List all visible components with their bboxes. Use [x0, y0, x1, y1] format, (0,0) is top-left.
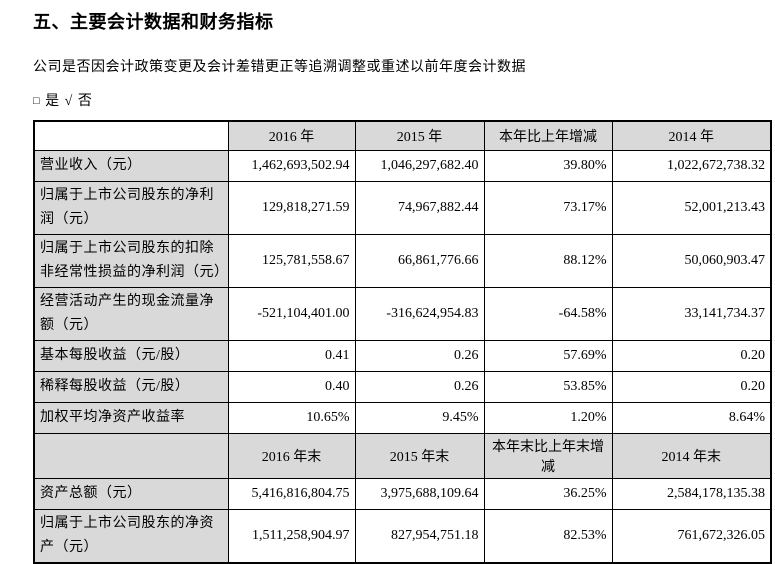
- cell-value: 129,818,271.59: [227, 180, 356, 235]
- cell-value: 8.64%: [611, 401, 772, 434]
- cell-value: 74,967,882.44: [354, 180, 485, 235]
- cell-value: 82.53%: [483, 508, 613, 563]
- table-row-weighted-avg-roe: 加权平均净资产收益率 10.65% 9.45% 1.20% 8.64%: [33, 401, 772, 434]
- cell-value: 50,060,903.47: [611, 233, 772, 288]
- cell-value: 39.80%: [483, 149, 613, 182]
- header-cell-2014-end: 2014 年末: [611, 432, 772, 479]
- header-cell-2015: 2015 年: [354, 120, 485, 151]
- table-row-net-profit: 归属于上市公司股东的净利润（元） 129,818,271.59 74,967,8…: [33, 180, 772, 235]
- cell-value: 36.25%: [483, 477, 613, 510]
- cell-value: 125,781,558.67: [227, 233, 356, 288]
- table-row-operating-cash-flow: 经营活动产生的现金流量净额（元） -521,104,401.00 -316,62…: [33, 286, 772, 341]
- cell-value: 1,462,693,502.94: [227, 149, 356, 182]
- cell-value: 10.65%: [227, 401, 356, 434]
- header-cell-yoy-change: 本年比上年增减: [483, 120, 613, 151]
- cell-value: 1.20%: [483, 401, 613, 434]
- header-cell-2016-end: 2016 年末: [227, 432, 356, 479]
- table-row-basic-eps: 基本每股收益（元/股） 0.41 0.26 57.69% 0.20: [33, 339, 772, 372]
- restatement-question: 公司是否因会计政策变更及会计差错更正等追溯调整或重述以前年度会计数据: [33, 60, 526, 75]
- cell-value: 761,672,326.05: [611, 508, 772, 563]
- header-cell-2015-end: 2015 年末: [354, 432, 485, 479]
- report-page: 五、主要会计数据和财务指标 公司是否因会计政策变更及会计差错更正等追溯调整或重述…: [33, 12, 775, 564]
- cell-value: 88.12%: [483, 233, 613, 288]
- cell-value: 0.26: [354, 339, 485, 372]
- header-cell-end-change: 本年末比上年末增减: [483, 432, 613, 479]
- table-header-annual: 2016 年 2015 年 本年比上年增减 2014 年: [33, 120, 772, 151]
- cell-value: 0.20: [611, 370, 772, 403]
- header-cell-2016: 2016 年: [227, 120, 356, 151]
- row-label: 归属于上市公司股东的扣除非经常性损益的净利润（元）: [33, 233, 229, 288]
- row-label: 加权平均净资产收益率: [33, 401, 229, 434]
- table-row-total-assets: 资产总额（元） 5,416,816,804.75 3,975,688,109.6…: [33, 477, 772, 510]
- checkmark-icon: √: [64, 94, 74, 109]
- header-cell-empty: [33, 432, 229, 479]
- row-label: 基本每股收益（元/股）: [33, 339, 229, 372]
- cell-value: 66,861,776.66: [354, 233, 485, 288]
- table-row-net-assets: 归属于上市公司股东的净资产（元） 1,511,258,904.97 827,95…: [33, 508, 772, 563]
- cell-value: 5,416,816,804.75: [227, 477, 356, 510]
- cell-value: 1,511,258,904.97: [227, 508, 356, 563]
- table-row-net-profit-excl-nonrecurring: 归属于上市公司股东的扣除非经常性损益的净利润（元） 125,781,558.67…: [33, 233, 772, 288]
- header-cell-empty: [33, 120, 229, 151]
- table-header-period-end: 2016 年末 2015 年末 本年末比上年末增减 2014 年末: [33, 432, 772, 479]
- header-cell-2014: 2014 年: [611, 120, 772, 151]
- cell-value: 0.20: [611, 339, 772, 372]
- section-title: 五、主要会计数据和财务指标: [33, 12, 274, 32]
- cell-value: 0.40: [227, 370, 356, 403]
- row-label: 营业收入（元）: [33, 149, 229, 182]
- no-label: 否: [77, 94, 93, 109]
- checkbox-unchecked-icon: □: [33, 95, 41, 107]
- cell-value: 52,001,213.43: [611, 180, 772, 235]
- row-label: 归属于上市公司股东的净资产（元）: [33, 508, 229, 563]
- cell-value: -316,624,954.83: [354, 286, 485, 341]
- cell-value: -64.58%: [483, 286, 613, 341]
- cell-value: 73.17%: [483, 180, 613, 235]
- cell-value: 3,975,688,109.64: [354, 477, 485, 510]
- yes-label: 是: [45, 94, 61, 109]
- cell-value: 1,046,297,682.40: [354, 149, 485, 182]
- row-label: 经营活动产生的现金流量净额（元）: [33, 286, 229, 341]
- cell-value: 1,022,672,738.32: [611, 149, 772, 182]
- cell-value: 827,954,751.18: [354, 508, 485, 563]
- cell-value: 9.45%: [354, 401, 485, 434]
- table-row-diluted-eps: 稀释每股收益（元/股） 0.40 0.26 53.85% 0.20: [33, 370, 772, 403]
- row-label: 稀释每股收益（元/股）: [33, 370, 229, 403]
- restatement-answer: □ 是 √ 否: [33, 90, 775, 110]
- cell-value: 53.85%: [483, 370, 613, 403]
- financial-indicators-table: 2016 年 2015 年 本年比上年增减 2014 年 营业收入（元） 1,4…: [33, 120, 772, 564]
- cell-value: 2,584,178,135.38: [611, 477, 772, 510]
- cell-value: -521,104,401.00: [227, 286, 356, 341]
- cell-value: 57.69%: [483, 339, 613, 372]
- table-row-revenue: 营业收入（元） 1,462,693,502.94 1,046,297,682.4…: [33, 149, 772, 182]
- row-label: 资产总额（元）: [33, 477, 229, 510]
- cell-value: 0.41: [227, 339, 356, 372]
- cell-value: 0.26: [354, 370, 485, 403]
- cell-value: 33,141,734.37: [611, 286, 772, 341]
- row-label: 归属于上市公司股东的净利润（元）: [33, 180, 229, 235]
